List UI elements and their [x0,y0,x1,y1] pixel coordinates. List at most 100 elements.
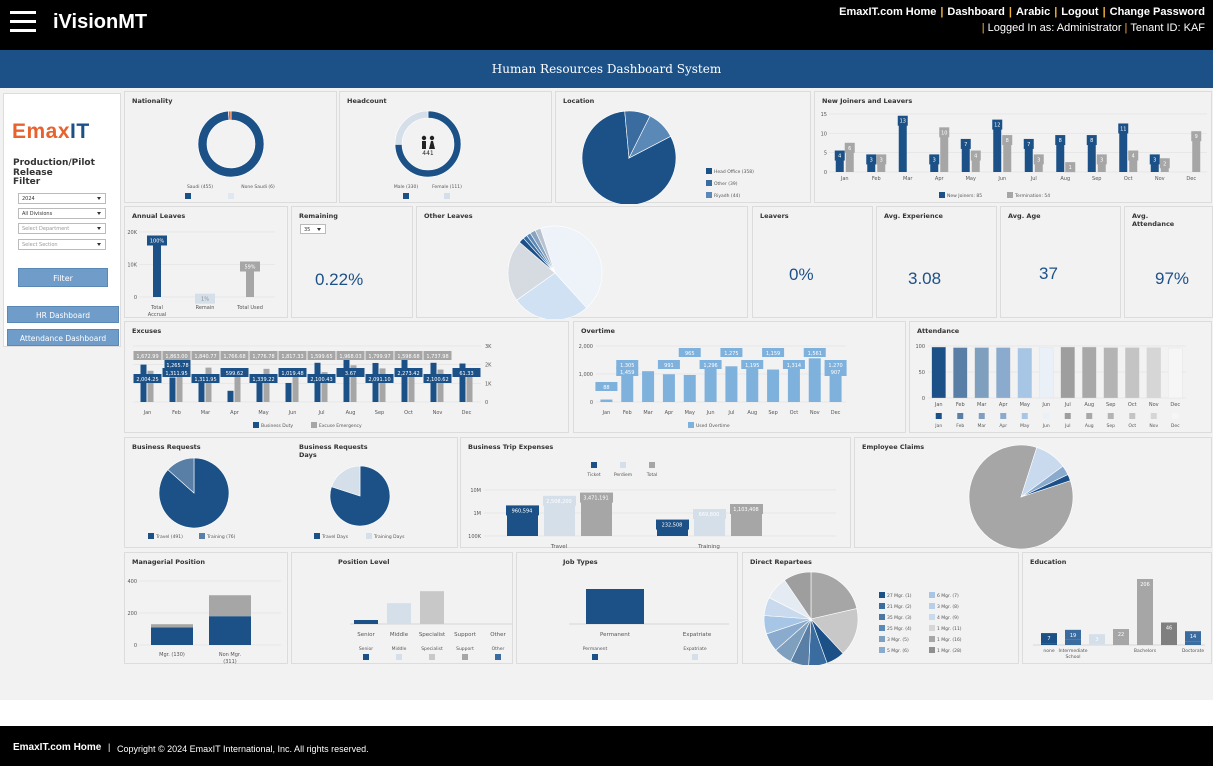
data-label: 1,159 [766,351,780,357]
x-tick-label: Aug [1060,176,1070,182]
legend-swatch [957,413,964,419]
data-label-box [365,374,394,383]
legend-swatch [879,592,885,598]
data-label-box [1096,154,1107,165]
card-title: Overtime [581,327,615,335]
headcount-card: Headcount 441 Male (330) Female (111) [339,91,552,203]
data-label-box [803,348,826,357]
data-label-box [844,142,855,153]
bar [1168,347,1183,399]
x-tick-label: Jun [1041,402,1050,408]
y-tick-label: 200 [127,611,137,617]
data-label: 206 [1140,582,1150,588]
legend-swatch [403,193,409,199]
bar [1024,144,1033,172]
department-select[interactable]: Select Department [18,223,106,234]
x-tick-label: Mar [643,410,653,416]
legend-label: 25 Mgr. (4) [887,626,912,632]
data-label-box [992,119,1003,130]
data-label-box [336,368,365,377]
legend-swatch [148,533,154,539]
nav-logout-link[interactable]: Logout [1061,6,1099,18]
data-label-box [1002,135,1013,146]
data-label-box [1149,154,1160,165]
bar [1161,632,1177,645]
remaining-value: 0.22% [315,270,364,289]
year-select[interactable]: 2024 [18,193,106,204]
card-title: Avg. Age [1008,212,1041,220]
bar [1125,347,1140,399]
bar [961,144,970,172]
filter-button[interactable]: Filter [18,268,108,287]
bar [459,363,466,402]
x-tick-label: Intermediate [1058,648,1087,654]
bar [898,121,907,172]
data-label: 100% [150,239,165,245]
excuses-card: Excuses 0 1K 2K 3K 1,672.99 2,004.25 Jan 1,863.… [124,321,569,433]
login-text: Logged In as: Administrator [987,22,1122,34]
x-tick-label: Jan [602,410,611,416]
legend-swatch [688,422,694,428]
data-label: 1,599.65 [310,354,332,360]
bar [354,620,378,624]
footer-home-link[interactable]: EmaxIT.com Home [13,742,102,753]
card-title: Leavers [760,212,789,220]
footer: EmaxIT.com Home | Copyright © 2024 EmaxI… [0,726,1213,766]
x-tick-label: Travel [550,544,568,549]
location-card: Location Head Office (358) Other (39) Riya… [555,91,811,204]
x-tick-label: Feb [872,176,881,182]
attendance-dashboard-button[interactable]: Attendance Dashboard [7,329,119,346]
data-label: 1,311.95 [194,377,216,383]
bar [642,371,655,402]
data-label: 7 [964,142,967,148]
data-label: 1,598.68 [397,354,419,360]
bar [151,627,193,645]
y-tick-label: 1K [485,381,492,387]
bar [153,238,161,297]
data-label: 1% [201,297,209,303]
legend-label: 3 Mgr. (8) [937,604,959,610]
bar [343,357,350,402]
x-tick-label: Jul [1030,176,1037,182]
x-tick-label: Support [454,632,477,638]
data-label: 1,314 [787,363,801,369]
nav-home-link[interactable]: EmaxIT.com Home [839,6,937,18]
legend-label: 1 Mgr. (16) [937,637,962,643]
data-label-box [1113,629,1129,640]
card-title: Business Trip Expenses [468,443,554,451]
location-slice [628,115,672,159]
top-nav: EmaxIT.com Home | Dashboard | Arabic | Logout |… [839,6,1205,18]
x-tick-label: Jul [1064,402,1071,408]
claims-card: Employee Claims [854,437,1212,549]
menu-icon[interactable] [10,11,36,33]
x-tick-label: Jan [934,402,943,408]
bar [1039,347,1054,399]
hr-dashboard-button[interactable]: HR Dashboard [7,306,119,323]
remaining-select[interactable]: 35 [300,224,326,234]
x-tick-label: Sep [1106,402,1115,408]
nav-change-password-link[interactable]: Change Password [1109,6,1205,18]
app-title: iVisionMT [53,11,148,33]
nav-dashboard-link[interactable]: Dashboard [947,6,1005,18]
x-tick-label: Jan [143,410,152,416]
data-label-box [939,127,950,138]
legend-swatch [935,413,942,419]
nav-arabic-link[interactable]: Arabic [1015,6,1051,18]
data-label: 8 [1006,138,1009,144]
data-label: 3 [1153,157,1156,163]
legend-label: Travel (491) [155,534,183,540]
other-leaves-chart [507,225,603,319]
bar [1119,129,1128,172]
bar [993,125,1002,172]
section-select[interactable]: Select Section [18,239,106,250]
division-select[interactable]: All Divisions [18,208,106,219]
legend-swatch [929,614,935,620]
bar [198,377,205,402]
bar [683,374,696,402]
legend-label: Perdiem [614,472,632,478]
data-label: 22 [1118,632,1124,638]
x-tick-label: Aug [1084,402,1094,408]
bar [657,527,688,536]
nationality-card: Nationality Saudi (455) None Saudi (6) [124,91,337,203]
x-tick-label: Total [150,305,163,311]
